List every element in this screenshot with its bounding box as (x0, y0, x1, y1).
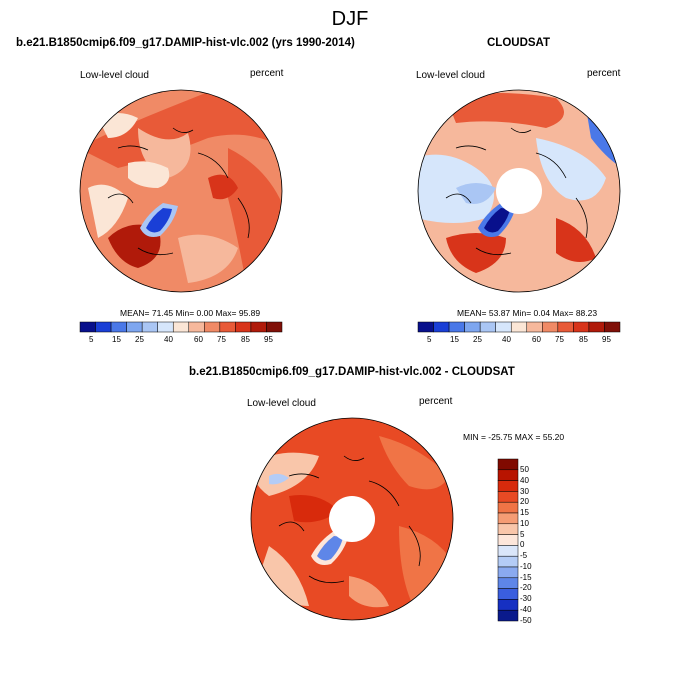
colorbar-swatch (497, 577, 519, 589)
panel3-polar-map (250, 417, 454, 621)
panel1-variable-label: Low-level cloud (80, 70, 149, 81)
colorbar-swatch (266, 321, 283, 333)
colorbar-swatch (250, 321, 267, 333)
colorbar-swatch (448, 321, 465, 333)
colorbar-swatch (110, 321, 127, 333)
panel3-colorbar (497, 458, 519, 622)
colorbar-swatch (542, 321, 559, 333)
panel3-title: b.e21.B1850cmip6.f09_g17.DAMIP-hist-vlc.… (189, 366, 515, 378)
colorbar-swatch (497, 588, 519, 600)
colorbar-swatch (464, 321, 481, 333)
panel1-tick: 40 (164, 335, 173, 344)
panel3-tick: 15 (520, 508, 529, 517)
panel1-units-label: percent (250, 68, 284, 79)
colorbar-swatch (495, 321, 512, 333)
panel2-tick: 5 (427, 335, 432, 344)
colorbar-swatch (417, 321, 434, 333)
panel2-stats: MEAN= 53.87 Min= 0.04 Max= 88.23 (457, 308, 598, 318)
panel2-tick: 25 (473, 335, 482, 344)
colorbar-swatch (497, 512, 519, 525)
panel2-tick: 95 (602, 335, 611, 344)
colorbar-swatch (604, 321, 621, 333)
panel1-tick: 60 (194, 335, 203, 344)
panel3-tick: -40 (520, 605, 532, 614)
panel1-tick: 75 (217, 335, 226, 344)
panel3-tick: 5 (520, 530, 525, 539)
colorbar-swatch (497, 566, 519, 579)
colorbar-swatch (497, 469, 519, 481)
colorbar-swatch (497, 480, 519, 492)
panel1-polar-map (79, 89, 283, 293)
panel3-tick: -5 (520, 551, 528, 560)
colorbar-swatch (510, 321, 528, 333)
panel1-tick: 95 (264, 335, 273, 344)
panel2-tick: 75 (555, 335, 564, 344)
colorbar-swatch (172, 321, 190, 333)
panel3-tick: -50 (520, 616, 532, 625)
colorbar-swatch (433, 321, 450, 333)
colorbar-swatch (219, 321, 236, 333)
colorbar-swatch (497, 458, 519, 471)
colorbar-swatch (157, 321, 174, 333)
colorbar-swatch (95, 321, 112, 333)
panel1-tick: 25 (135, 335, 144, 344)
figure-title: DJF (331, 8, 369, 30)
panel1-tick: 15 (112, 335, 121, 344)
panel2-tick: 40 (502, 335, 511, 344)
panel2-colorbar (417, 321, 621, 333)
colorbar-swatch (497, 555, 519, 568)
panel3-stats: MIN = -25.75 MAX = 55.20 (463, 432, 565, 442)
panel1-tick: 85 (241, 335, 250, 344)
panel2-title: CLOUDSAT (487, 37, 551, 49)
colorbar-swatch (479, 321, 496, 333)
panel3-tick: -10 (520, 562, 532, 571)
panel2-polar-map (417, 89, 621, 293)
colorbar-swatch (526, 321, 543, 333)
panel1-tick: 5 (89, 335, 94, 344)
colorbar-swatch (497, 491, 519, 503)
panel1-colorbar-ticks: 5 15 25 40 60 75 85 95 (80, 335, 282, 347)
panel3-tick: 50 (520, 465, 529, 474)
panel2-tick: 85 (579, 335, 588, 344)
panel3-tick: 20 (520, 497, 529, 506)
panel3-variable-label: Low-level cloud (247, 398, 316, 409)
panel3-tick: 30 (520, 487, 529, 496)
panel3-tick: 10 (520, 519, 529, 528)
panel3-tick: 40 (520, 476, 529, 485)
panel3-tick: -20 (520, 583, 532, 592)
colorbar-swatch (497, 609, 519, 622)
colorbar-swatch (79, 321, 96, 333)
colorbar-swatch (204, 321, 221, 333)
colorbar-swatch (497, 523, 519, 535)
panel2-colorbar-ticks: 5 15 25 40 60 75 85 95 (418, 335, 620, 347)
panel3-tick: -30 (520, 594, 532, 603)
colorbar-swatch (557, 321, 574, 333)
panel1-stats: MEAN= 71.45 Min= 0.00 Max= 95.89 (120, 308, 261, 318)
panel1-colorbar (79, 321, 283, 333)
panel2-units-label: percent (587, 68, 621, 79)
colorbar-swatch (588, 321, 605, 333)
panel2-tick: 15 (450, 335, 459, 344)
panel2-tick: 60 (532, 335, 541, 344)
colorbar-swatch (126, 321, 143, 333)
panel3-units-label: percent (419, 396, 453, 407)
colorbar-swatch (188, 321, 205, 333)
panel3-colorbar-ticks: 50 40 30 20 15 10 5 0 -5 -10 -15 -20 -30… (520, 459, 550, 625)
colorbar-swatch (497, 534, 519, 546)
colorbar-swatch (573, 321, 590, 333)
panel2-variable-label: Low-level cloud (416, 70, 485, 81)
panel3-tick: -15 (520, 573, 532, 582)
colorbar-swatch (497, 545, 519, 557)
panel1-title: b.e21.B1850cmip6.f09_g17.DAMIP-hist-vlc.… (16, 37, 355, 49)
colorbar-swatch (141, 321, 158, 333)
panel3-tick: 0 (520, 540, 525, 549)
colorbar-swatch (497, 599, 519, 611)
colorbar-swatch (497, 501, 519, 514)
colorbar-swatch (235, 321, 252, 333)
